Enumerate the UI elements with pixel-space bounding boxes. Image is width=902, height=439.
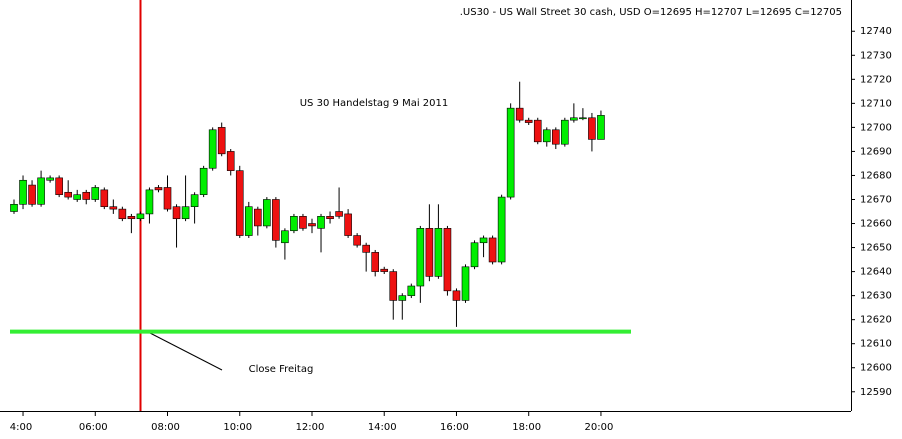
- candle-body: [597, 115, 605, 140]
- candle-body: [55, 177, 63, 195]
- y-tick-label: 12610: [860, 339, 892, 350]
- candle-body: [542, 129, 551, 143]
- y-tick-label: 12680: [860, 170, 892, 181]
- candle-body: [82, 191, 91, 200]
- annotation-pointer: [149, 332, 223, 371]
- candle-body: [461, 266, 470, 301]
- candle-body: [416, 228, 425, 287]
- candle-body: [136, 213, 145, 220]
- candle-body: [380, 268, 389, 272]
- y-tick-label: 12720: [860, 74, 892, 85]
- x-tick-label: 08:00: [151, 422, 180, 433]
- candle-body: [46, 177, 54, 181]
- candle-body: [64, 191, 72, 198]
- x-tick-label: 12:00: [296, 422, 325, 433]
- candle-body: [335, 211, 343, 217]
- candle-body: [118, 208, 127, 220]
- candle-body: [452, 290, 461, 301]
- y-tick-label: 12700: [860, 122, 892, 133]
- x-tick-label: 16:00: [440, 422, 469, 433]
- candle-body: [524, 119, 533, 123]
- candle-body: [244, 206, 253, 236]
- y-tick-label: 12730: [860, 50, 892, 61]
- x-tick-label: 06:00: [79, 422, 108, 433]
- candle-body: [317, 216, 325, 229]
- candle-body: [371, 252, 380, 272]
- chart-title: .US30 - US Wall Street 30 cash, USD O=12…: [460, 7, 842, 18]
- candle-body: [127, 216, 136, 220]
- y-tick-label: 12620: [860, 315, 892, 326]
- candle-body: [425, 228, 434, 277]
- candle-body: [570, 117, 578, 121]
- candle-body: [109, 206, 118, 210]
- candle-body: [344, 213, 352, 236]
- y-tick-label: 12630: [860, 291, 892, 302]
- candle-body: [362, 244, 370, 253]
- candle-body: [299, 216, 307, 229]
- candle-body: [326, 216, 334, 220]
- x-tick-label: 4:00: [10, 422, 32, 433]
- candle-body: [154, 187, 163, 191]
- candle-body: [254, 208, 262, 227]
- candle-body: [533, 119, 542, 143]
- y-tick-label: 12670: [860, 194, 892, 205]
- candle-body: [226, 151, 235, 171]
- x-tick-label: 14:00: [368, 422, 397, 433]
- candle-body: [470, 242, 479, 268]
- y-tick-label: 12740: [860, 26, 892, 37]
- candle-body: [290, 216, 298, 232]
- candle-body: [217, 127, 226, 155]
- annotation: Close Freitag: [249, 364, 314, 375]
- candle-body: [272, 199, 280, 241]
- y-tick-label: 12600: [860, 363, 892, 374]
- candle-body: [37, 177, 45, 205]
- x-tick-label: 10:00: [223, 422, 252, 433]
- candle-body: [588, 117, 596, 140]
- x-tick-label: 20:00: [585, 422, 614, 433]
- candle-body: [19, 179, 27, 205]
- candle-body: [308, 223, 316, 227]
- candle-body: [10, 203, 18, 212]
- candle-body: [28, 184, 36, 205]
- candle-body: [263, 199, 271, 227]
- candle-body: [561, 119, 569, 145]
- y-tick-label: 12590: [860, 387, 892, 398]
- candle-body: [199, 167, 208, 195]
- candle-body: [389, 271, 398, 301]
- candle-body: [281, 230, 289, 244]
- candle-body: [551, 129, 560, 145]
- y-tick-label: 12650: [860, 243, 892, 254]
- candle-body: [172, 206, 181, 220]
- candle-body: [407, 285, 416, 296]
- candle-body: [497, 196, 506, 263]
- y-tick-label: 12660: [860, 219, 892, 230]
- candle-body: [398, 295, 407, 301]
- candle-body: [190, 194, 199, 208]
- candle-body: [579, 117, 587, 120]
- candle-body: [163, 187, 172, 210]
- y-tick-label: 12710: [860, 98, 892, 109]
- candle-body: [73, 194, 82, 200]
- x-tick-label: 18:00: [512, 422, 541, 433]
- candle-body: [353, 235, 361, 246]
- y-tick-label: 12640: [860, 267, 892, 278]
- candle-body: [145, 189, 154, 215]
- candle-body: [181, 206, 190, 220]
- candle-body: [208, 129, 217, 169]
- candle-body: [235, 170, 244, 236]
- candle-body: [506, 107, 515, 198]
- candle-body: [443, 228, 452, 292]
- candle-body: [100, 189, 109, 208]
- candle-body: [515, 107, 524, 121]
- candle-body: [91, 187, 100, 200]
- candle-body: [488, 237, 497, 263]
- y-tick-label: 12690: [860, 146, 892, 157]
- candle-body: [434, 228, 443, 277]
- candle-body: [479, 237, 488, 244]
- annotation: US 30 Handelstag 9 Mai 2011: [300, 98, 449, 109]
